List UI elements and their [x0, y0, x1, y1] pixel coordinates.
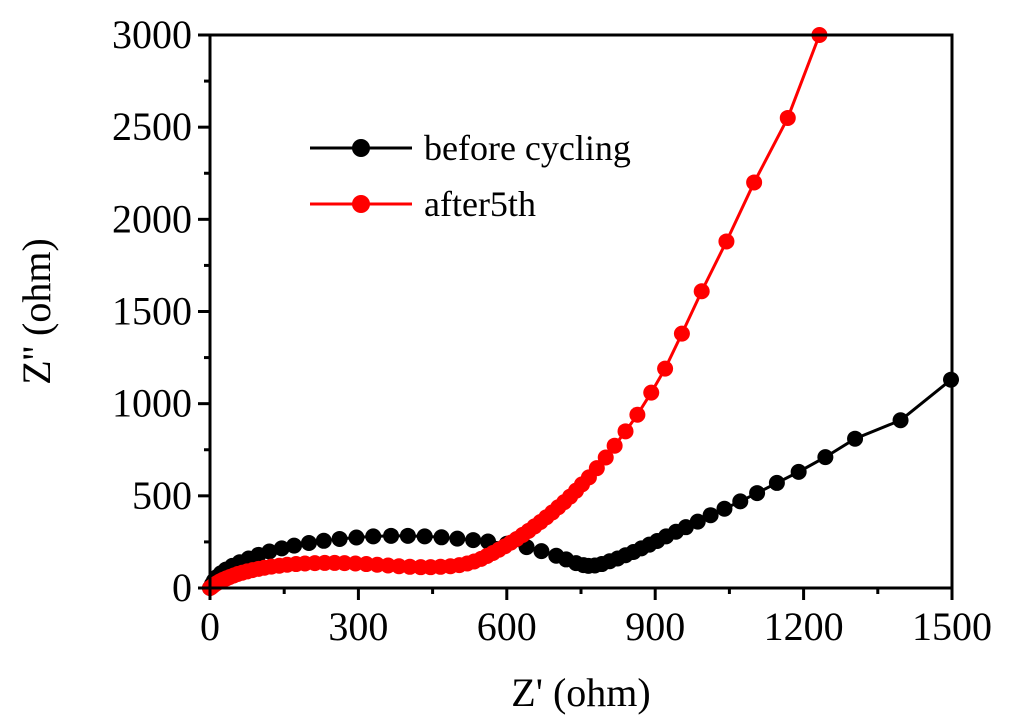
- y-axis-title: Z'' (ohm): [14, 238, 59, 385]
- x-tick-label: 1500: [912, 604, 992, 649]
- x-tick-label: 1200: [764, 604, 844, 649]
- data-point-before-cycling: [847, 430, 864, 447]
- data-point-before-cycling: [817, 449, 834, 466]
- legend-marker-after5th: [352, 195, 370, 213]
- y-tick-label: 0: [172, 565, 192, 610]
- legend-label-after5th: after5th: [424, 184, 536, 224]
- y-tick-label: 2500: [112, 104, 192, 149]
- data-point-before-cycling: [677, 519, 694, 536]
- data-point-after5th: [643, 384, 660, 401]
- data-point-before-cycling: [261, 543, 278, 560]
- y-tick-label: 500: [132, 473, 192, 518]
- data-point-after5th: [779, 109, 796, 126]
- data-point-after5th: [718, 233, 735, 250]
- data-point-before-cycling: [300, 535, 317, 552]
- data-point-after5th: [597, 449, 614, 466]
- ticks-layer: [198, 33, 954, 600]
- x-axis-title: Z' (ohm): [511, 670, 650, 715]
- data-point-before-cycling: [315, 532, 332, 549]
- data-point-before-cycling: [433, 529, 450, 546]
- data-point-before-cycling: [768, 474, 785, 491]
- series-layer: [202, 27, 960, 596]
- y-tick-label: 2000: [112, 196, 192, 241]
- data-point-after5th: [629, 406, 646, 423]
- data-point-before-cycling: [365, 528, 382, 545]
- y-tick-label: 3000: [112, 12, 192, 57]
- data-point-before-cycling: [749, 485, 766, 502]
- x-tick-label: 300: [328, 604, 388, 649]
- data-point-before-cycling: [273, 540, 290, 557]
- data-point-before-cycling: [331, 530, 348, 547]
- data-point-after5th: [746, 174, 763, 191]
- plot-frame: [208, 33, 954, 590]
- data-point-before-cycling: [533, 543, 550, 560]
- legend-marker-before-cycling: [352, 139, 370, 157]
- data-point-after5th: [606, 437, 623, 454]
- x-tick-label: 600: [477, 604, 537, 649]
- data-point-before-cycling: [465, 532, 482, 549]
- y-tick-label: 1500: [112, 289, 192, 334]
- data-point-before-cycling: [286, 537, 303, 554]
- data-point-after5th: [657, 360, 674, 377]
- data-point-before-cycling: [449, 530, 466, 547]
- data-point-before-cycling: [399, 527, 416, 544]
- data-point-before-cycling: [892, 412, 909, 429]
- data-point-after5th: [693, 283, 710, 300]
- x-tick-label: 0: [200, 604, 220, 649]
- data-point-before-cycling: [732, 493, 749, 510]
- data-point-before-cycling: [790, 463, 807, 480]
- tick-labels: 0 300 600 900 1200 1500 0 500 1000 1500 2000 2500 30…: [112, 12, 992, 649]
- x-tick-label: 900: [625, 604, 685, 649]
- data-point-after5th: [673, 325, 690, 342]
- data-point-before-cycling: [383, 527, 400, 544]
- data-point-before-cycling: [416, 528, 433, 545]
- data-point-before-cycling: [716, 500, 733, 517]
- y-tick-label: 1000: [112, 381, 192, 426]
- data-point-after5th: [588, 460, 605, 477]
- data-point-before-cycling: [702, 507, 719, 524]
- data-point-before-cycling: [348, 529, 365, 546]
- legend: before cycling after5th: [310, 128, 631, 224]
- data-point-after5th: [617, 423, 634, 440]
- data-point-before-cycling: [689, 513, 706, 530]
- legend-label-before-cycling: before cycling: [424, 128, 631, 168]
